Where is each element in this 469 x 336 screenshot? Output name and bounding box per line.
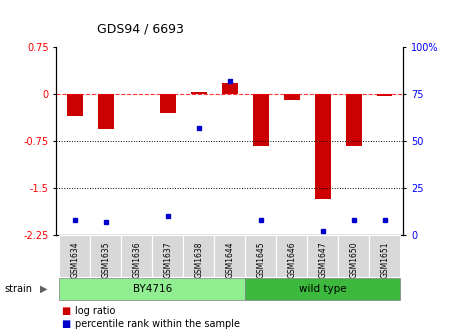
FancyBboxPatch shape xyxy=(152,235,183,277)
FancyBboxPatch shape xyxy=(245,235,276,277)
Bar xyxy=(284,94,300,100)
Text: GSM1647: GSM1647 xyxy=(318,242,327,278)
Text: GSM1651: GSM1651 xyxy=(380,242,389,278)
Text: wild type: wild type xyxy=(299,284,347,294)
FancyBboxPatch shape xyxy=(245,278,400,300)
Bar xyxy=(160,94,175,113)
Text: GSM1634: GSM1634 xyxy=(70,242,79,278)
Text: GSM1638: GSM1638 xyxy=(194,242,204,278)
FancyBboxPatch shape xyxy=(276,235,307,277)
Bar xyxy=(222,83,238,94)
FancyBboxPatch shape xyxy=(369,235,400,277)
FancyBboxPatch shape xyxy=(91,235,121,277)
FancyBboxPatch shape xyxy=(183,235,214,277)
FancyBboxPatch shape xyxy=(60,235,91,277)
FancyBboxPatch shape xyxy=(121,235,152,277)
Text: ■: ■ xyxy=(61,319,70,329)
Text: GSM1645: GSM1645 xyxy=(256,242,265,278)
Text: strain: strain xyxy=(5,284,33,294)
FancyBboxPatch shape xyxy=(214,235,245,277)
Bar xyxy=(346,94,362,145)
FancyBboxPatch shape xyxy=(338,235,369,277)
Text: GSM1636: GSM1636 xyxy=(132,242,141,278)
Text: log ratio: log ratio xyxy=(75,306,115,316)
Text: GSM1637: GSM1637 xyxy=(163,242,172,278)
Bar xyxy=(67,94,83,116)
Text: GSM1646: GSM1646 xyxy=(287,242,296,278)
FancyBboxPatch shape xyxy=(60,278,245,300)
Text: BY4716: BY4716 xyxy=(133,284,172,294)
Text: ■: ■ xyxy=(61,306,70,316)
Text: GDS94 / 6693: GDS94 / 6693 xyxy=(97,22,184,35)
Bar xyxy=(253,94,269,145)
Bar xyxy=(98,94,113,129)
Bar xyxy=(315,94,331,200)
Bar xyxy=(377,94,393,96)
Text: GSM1650: GSM1650 xyxy=(349,242,358,278)
Bar xyxy=(191,92,206,94)
Text: GSM1635: GSM1635 xyxy=(101,242,110,278)
Text: ▶: ▶ xyxy=(40,284,47,294)
Text: GSM1644: GSM1644 xyxy=(225,242,234,278)
Text: percentile rank within the sample: percentile rank within the sample xyxy=(75,319,240,329)
FancyBboxPatch shape xyxy=(307,235,338,277)
